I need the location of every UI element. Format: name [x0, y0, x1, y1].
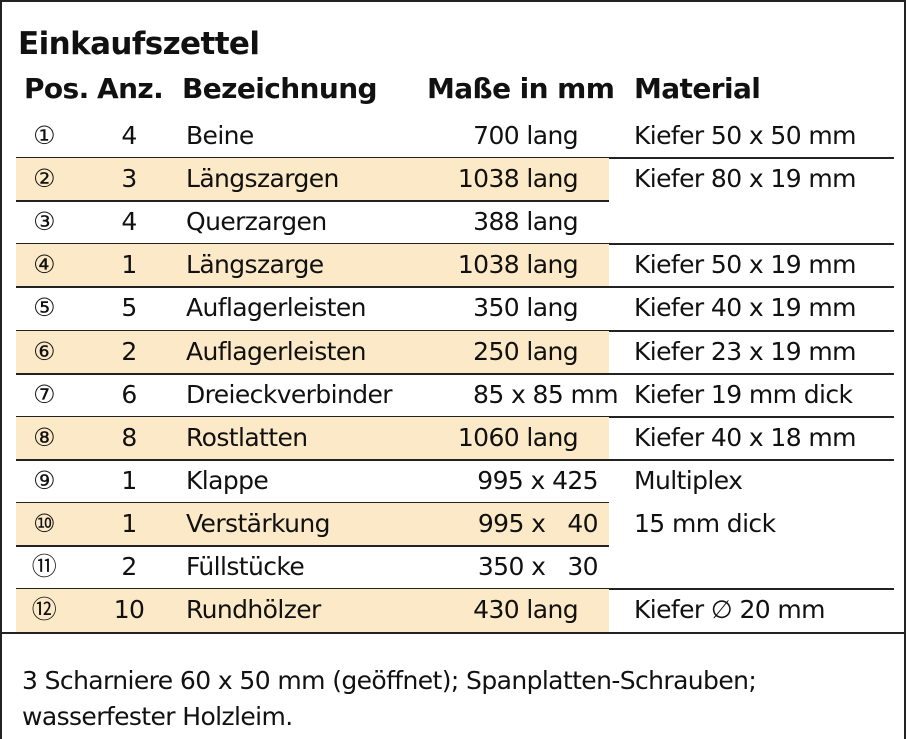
position: ⑩: [33, 508, 55, 538]
row-rule: [16, 372, 894, 375]
name: Verstärkung: [186, 508, 331, 538]
row-rule: [16, 286, 894, 289]
quantity: 6: [121, 379, 137, 409]
position: ⑧: [33, 422, 55, 452]
material: Multiplex: [634, 465, 743, 495]
quantity: 5: [121, 293, 137, 323]
quantity: 2: [121, 336, 137, 366]
row-highlight: [16, 330, 609, 374]
position: ③: [33, 207, 55, 237]
column-header: Anz.: [97, 72, 164, 105]
material: Kiefer 40 x 19 mm: [634, 293, 857, 323]
column-header: Pos.: [24, 72, 89, 105]
position: ②: [33, 164, 55, 194]
quantity: 2: [121, 552, 137, 581]
material: Kiefer 80 x 19 mm: [634, 164, 857, 194]
position: ⑨: [33, 465, 55, 495]
size: 350 lang: [473, 293, 578, 323]
position: ④: [33, 250, 55, 280]
name: Dreieckverbinder: [186, 379, 393, 409]
row-highlight: [16, 502, 609, 546]
quantity: 1: [121, 465, 137, 495]
row-highlight: [16, 244, 609, 288]
position: ⑤: [33, 293, 55, 323]
footer-rule: [2, 632, 904, 634]
column-header: Material: [634, 72, 761, 105]
quantity: 4: [121, 207, 137, 237]
title: Einkaufszettel: [18, 26, 260, 62]
material: Kiefer 50 x 50 mm: [634, 121, 857, 150]
position: ⑥: [33, 336, 55, 366]
column-header: Bezeichnung: [182, 72, 378, 105]
size: 350 x 30: [477, 552, 599, 581]
footer-line: wasserfester Holzleim.: [22, 702, 293, 731]
quantity: 10: [113, 595, 145, 625]
name: Längszarge: [186, 250, 324, 280]
name: Rundhölzer: [186, 595, 321, 625]
column-header: Maße in mm: [427, 72, 615, 105]
size: 1038 lang: [457, 164, 579, 194]
size: 430 lang: [473, 595, 578, 625]
size: 1038 lang: [457, 250, 579, 280]
size: 995 x 40: [477, 508, 599, 538]
quantity: 8: [121, 422, 137, 452]
name: Füllstücke: [186, 552, 305, 581]
size: 1060 lang: [457, 422, 579, 452]
row-highlight: [16, 158, 609, 202]
name: Beine: [186, 121, 254, 150]
position: ①: [33, 121, 55, 150]
name: Längszargen: [186, 164, 339, 194]
footer-line: 3 Scharniere 60 x 50 mm (geöffnet); Span…: [22, 666, 757, 695]
name: Auflagerleisten: [186, 293, 366, 323]
quantity: 1: [121, 508, 137, 538]
row-highlight: [16, 589, 609, 633]
name: Querzargen: [186, 207, 327, 237]
material: Kiefer 40 x 18 mm: [634, 422, 857, 452]
material: Kiefer 50 x 19 mm: [634, 250, 857, 280]
size: 700 lang: [473, 121, 578, 150]
row-rule: [16, 545, 609, 547]
row-rule: [16, 200, 609, 203]
size: 85 x 85 mm: [473, 379, 619, 409]
material: Kiefer ∅ 20 mm: [634, 595, 826, 625]
position: ⑦: [33, 379, 55, 409]
material: Kiefer 23 x 19 mm: [634, 336, 857, 366]
material: 15 mm dick: [634, 508, 776, 538]
size: 388 lang: [473, 207, 578, 237]
quantity: 1: [121, 250, 137, 280]
name: Rostlatten: [186, 422, 308, 452]
size: 995 x 425: [477, 465, 598, 495]
size: 250 lang: [473, 336, 578, 366]
quantity: 4: [121, 121, 137, 150]
position: ⑫: [31, 595, 57, 625]
material: Kiefer 19 mm dick: [634, 379, 853, 409]
row-rule: [16, 458, 894, 461]
quantity: 3: [121, 164, 137, 194]
position: ⑪: [31, 552, 57, 581]
name: Auflagerleisten: [186, 336, 366, 366]
row-highlight: [16, 416, 609, 460]
name: Klappe: [186, 465, 269, 495]
